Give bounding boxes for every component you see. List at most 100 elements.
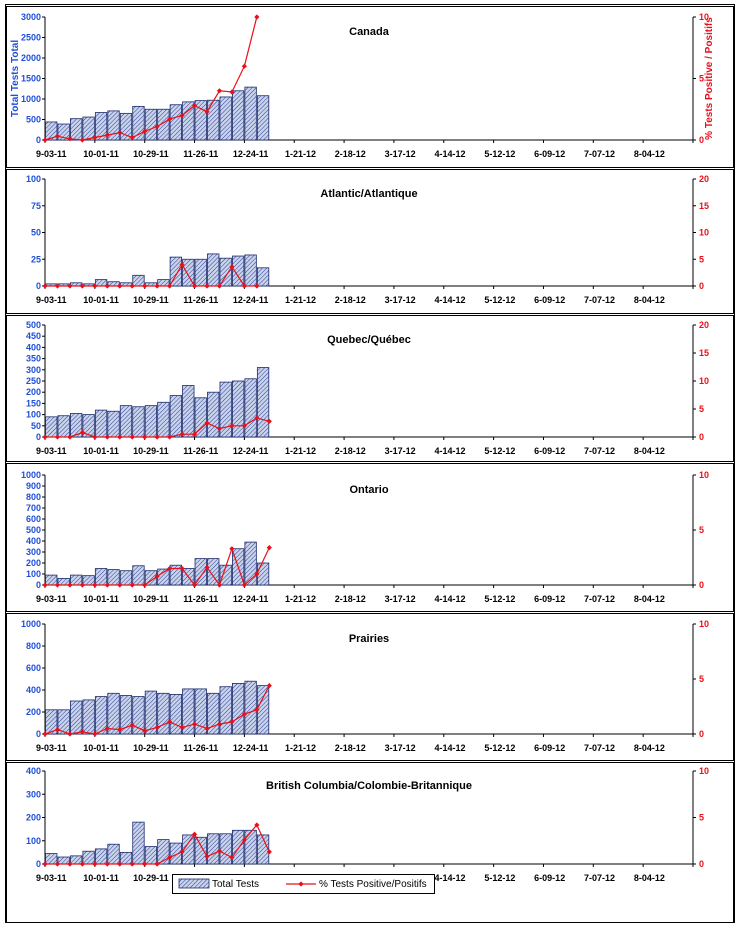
y-tick-label: 3000	[21, 12, 41, 22]
x-tick-label: 10-29-11	[133, 295, 169, 305]
y2-tick-label: 10	[699, 470, 709, 480]
bar	[82, 116, 95, 141]
bar	[169, 256, 182, 287]
y-tick-label: 800	[26, 641, 41, 651]
x-tick-label: 5-12-12	[484, 743, 515, 753]
bar	[70, 855, 83, 865]
bar	[256, 367, 270, 438]
line-point	[179, 431, 185, 437]
bar	[169, 564, 182, 586]
x-tick-label: 8-04-12	[634, 446, 665, 456]
x-tick-label: 4-14-12	[434, 743, 465, 753]
y-tick-label: 200	[26, 558, 41, 568]
bar	[70, 700, 83, 735]
panel-title: Ontario	[349, 484, 388, 496]
bar	[45, 121, 58, 141]
line-point	[191, 831, 198, 837]
x-tick-label: 2-18-12	[335, 295, 366, 305]
line-point	[67, 434, 73, 440]
bar	[132, 406, 145, 438]
bar	[244, 86, 257, 141]
y-tick-label: 900	[26, 481, 41, 491]
y2-tick-label: 0	[699, 729, 704, 739]
y-tick-label: 150	[26, 398, 41, 408]
x-tick-label: 10-01-11	[83, 873, 119, 883]
y-tick-label: 25	[31, 254, 41, 264]
chart-panel: 0100200300400500600700800900100005109-03…	[6, 463, 734, 612]
y2-tick-label: 10	[699, 376, 709, 386]
x-tick-label: 12-24-11	[233, 594, 269, 604]
bar	[207, 558, 220, 586]
y-tick-label: 400	[26, 766, 41, 776]
legend-bars-label: Total Tests	[212, 879, 259, 890]
line-point	[254, 822, 260, 828]
legend-line-label: % Tests Positive/Positifs	[319, 879, 427, 890]
x-tick-label: 4-14-12	[434, 446, 465, 456]
line-point	[104, 725, 110, 732]
y-tick-label: 1000	[21, 470, 41, 480]
x-tick-label: 1-21-12	[285, 594, 316, 604]
bar	[182, 834, 195, 865]
line-point	[54, 582, 61, 588]
panel-title: Prairies	[349, 633, 389, 645]
y2-tick-label: 5	[699, 674, 704, 684]
bar	[57, 709, 70, 735]
y-tick-label: 200	[26, 387, 41, 397]
bar	[82, 850, 95, 865]
bar	[157, 692, 170, 735]
bar	[82, 414, 95, 438]
bar	[45, 574, 58, 586]
x-tick-label: 10-29-11	[133, 873, 169, 883]
line-point	[191, 582, 198, 588]
line-point	[104, 283, 110, 289]
bar	[119, 695, 133, 735]
y-tick-label: 500	[26, 320, 41, 330]
line-point	[154, 724, 160, 730]
line-point	[142, 128, 148, 134]
line-point	[42, 137, 48, 143]
bar	[232, 683, 245, 735]
line-point	[154, 573, 160, 579]
legend-line-marker	[298, 881, 304, 887]
x-tick-label: 5-12-12	[484, 446, 515, 456]
x-tick-label: 3-17-12	[385, 149, 416, 159]
line-point	[54, 434, 61, 440]
chart-panel: 0 25 50 75 100 0 5 10 15 20 9-03-11 10-01-11 10-29-1…	[6, 169, 734, 314]
x-tick-label: 12-24-11	[233, 743, 269, 753]
bar	[182, 688, 195, 735]
line-point	[216, 426, 223, 432]
line-point	[79, 429, 85, 436]
x-tick-label: 10-29-11	[133, 149, 169, 159]
x-tick-label: 8-04-12	[634, 149, 665, 159]
line-point	[216, 721, 223, 727]
x-tick-label: 7-07-12	[584, 149, 615, 159]
line-point	[266, 545, 272, 551]
bar	[194, 100, 207, 141]
bar	[144, 846, 158, 865]
x-tick-label: 10-01-11	[83, 149, 119, 159]
x-tick-label: 10-29-11	[133, 594, 169, 604]
bar	[119, 570, 133, 586]
bar	[157, 279, 170, 287]
line-point	[167, 719, 173, 725]
line-point	[167, 854, 173, 861]
bar	[194, 558, 207, 586]
line-point	[129, 861, 135, 867]
bar	[207, 253, 220, 287]
line-point	[204, 853, 210, 860]
chart-panel: 0 100 200 300 400 0 5 10 9-03-11 10-01-11 10-29-11…	[6, 762, 734, 923]
x-tick-label: 11-26-11	[183, 743, 218, 753]
bar	[232, 255, 245, 287]
y2-axis-title: % Tests Positive / Positifs	[704, 17, 715, 140]
x-tick-label: 7-07-12	[584, 295, 615, 305]
bar	[232, 380, 245, 438]
line-point	[92, 134, 98, 141]
line-point	[191, 721, 198, 727]
bar	[194, 688, 207, 735]
line-point	[104, 582, 110, 588]
x-tick-label: 8-04-12	[634, 743, 665, 753]
x-tick-label: 6-09-12	[534, 873, 565, 883]
x-tick-label: 6-09-12	[534, 743, 565, 753]
bar	[119, 405, 133, 438]
bar	[45, 853, 58, 865]
